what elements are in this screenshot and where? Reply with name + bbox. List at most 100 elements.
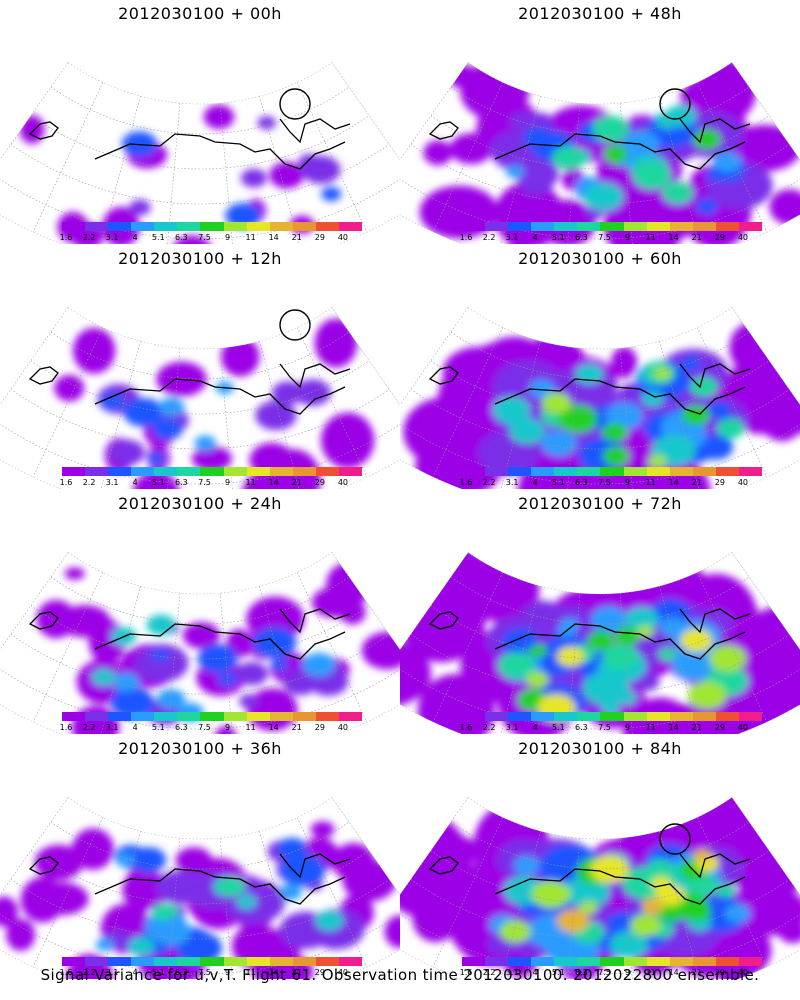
variance-area bbox=[400, 640, 432, 707]
colorbar-tick-label: 4 bbox=[532, 233, 538, 242]
target-circle bbox=[279, 88, 311, 120]
variance-map bbox=[0, 306, 400, 489]
colorbar-swatch bbox=[462, 957, 486, 966]
colorbar-tick-label: 2.2 bbox=[82, 233, 96, 242]
variance-area bbox=[314, 318, 358, 368]
colorbar-ticks: 1.6 2.2 3.1 4 5.1 6.3 7.5 9 11 14 21 29 40 bbox=[60, 478, 362, 489]
variance-area bbox=[556, 909, 589, 933]
panel-title: 2012030100 + 36h bbox=[118, 739, 282, 758]
variance-area bbox=[614, 626, 641, 646]
colorbar-tick-label: 9 bbox=[224, 968, 231, 977]
colorbar-tick-label: 5.1 bbox=[551, 723, 565, 732]
panel-title: 2012030100 + 00h bbox=[118, 4, 282, 23]
variance-area bbox=[127, 936, 155, 957]
variance-area bbox=[315, 910, 344, 931]
colorbar-ticks: 1.6 2.2 3.1 4 5.1 6.3 7.5 9 11 14 21 29 40 bbox=[459, 478, 762, 489]
variance-area bbox=[687, 681, 727, 710]
variance-area bbox=[492, 396, 531, 424]
colorbar-tick-label: 5.1 bbox=[151, 233, 165, 242]
colorbar-tick-label: 21 bbox=[291, 968, 302, 977]
colorbar-swatch bbox=[108, 222, 132, 231]
colorbar-tick-label: 1.6 bbox=[459, 478, 473, 487]
colorbar-ticks: 1.6 2.2 3.1 4 5.1 6.3 7.5 9 11 14 21 29 40 bbox=[60, 968, 362, 979]
colorbar-swatch bbox=[315, 222, 339, 231]
colorbar-swatch bbox=[646, 467, 670, 476]
colorbar-swatch bbox=[177, 222, 201, 231]
colorbar-swatch bbox=[269, 957, 293, 966]
colorbar-tick-label: 9 bbox=[624, 723, 631, 732]
colorbar-swatch bbox=[646, 957, 670, 966]
variance-area bbox=[301, 155, 341, 184]
colorbar-swatch bbox=[600, 957, 624, 966]
forecast-panel: 2012030100 + 84h 1.6 2.2 3.1 4 5.1 6.3 7.5 9 11 14… bbox=[400, 735, 800, 980]
colorbar-tick-label: 11 bbox=[245, 478, 256, 487]
forecast-panel: 2012030100 + 72h 1.6 2.2 3.1 4 5.1 6.3 7.5 9 11 14… bbox=[400, 490, 800, 735]
colorbar-tick-label: 21 bbox=[691, 478, 702, 487]
variance-area bbox=[659, 617, 687, 637]
colorbar-tick-label: 21 bbox=[291, 478, 302, 487]
colorbar-tick-label: 6.3 bbox=[175, 723, 188, 732]
variance-area bbox=[214, 725, 237, 734]
colorbar-swatch bbox=[554, 712, 578, 721]
variance-area bbox=[529, 644, 548, 658]
variance-area bbox=[689, 376, 718, 397]
variance-area bbox=[724, 904, 751, 923]
variance-area bbox=[641, 898, 664, 915]
colorbar-swatch bbox=[292, 712, 316, 721]
variance-area bbox=[423, 140, 453, 166]
colorbar-swatch bbox=[62, 467, 86, 476]
variance-area bbox=[152, 649, 170, 663]
colorbar-tick-label: 5.1 bbox=[151, 478, 165, 487]
colorbar-swatch bbox=[108, 467, 132, 476]
colorbar-swatch bbox=[577, 957, 601, 966]
colorbar-swatch bbox=[554, 957, 578, 966]
colorbar-tick-label: 5.1 bbox=[551, 478, 565, 487]
colorbar-tick-label: 1.6 bbox=[459, 723, 473, 732]
colorbar-ticks: 1.6 2.2 3.1 4 5.1 6.3 7.5 9 11 14 21 29 40 bbox=[60, 233, 362, 244]
variance-area bbox=[158, 397, 185, 417]
variance-area bbox=[525, 671, 549, 688]
variance-area bbox=[54, 374, 85, 402]
panel-title: 2012030100 + 48h bbox=[518, 4, 682, 23]
variance-area bbox=[509, 112, 535, 131]
colorbar-swatch bbox=[315, 712, 339, 721]
variance-area bbox=[270, 658, 288, 672]
variance-area bbox=[302, 652, 336, 677]
variance-area bbox=[239, 694, 259, 709]
variance-area bbox=[587, 630, 615, 650]
colorbar-swatch bbox=[485, 712, 509, 721]
panel-title: 2012030100 + 60h bbox=[518, 249, 682, 268]
variance-area bbox=[692, 129, 721, 150]
variance-area bbox=[445, 442, 481, 473]
colorbar-swatch bbox=[462, 222, 486, 231]
colorbar-swatch bbox=[292, 957, 316, 966]
variance-area bbox=[151, 917, 192, 946]
colorbar-tick-label: 4 bbox=[532, 723, 538, 732]
colorbar-tick-label: 29 bbox=[714, 233, 725, 242]
panel-title: 2012030100 + 84h bbox=[518, 739, 682, 758]
colorbar-swatch bbox=[669, 712, 693, 721]
variance-area bbox=[151, 903, 176, 921]
variance-area bbox=[551, 145, 586, 170]
variance-area bbox=[526, 112, 554, 132]
colorbar-tick-label: 14 bbox=[268, 723, 279, 732]
variance-area bbox=[505, 164, 525, 179]
variance-area bbox=[494, 181, 564, 244]
target-circle bbox=[659, 823, 691, 855]
variance-area bbox=[671, 646, 721, 682]
colorbar-swatch bbox=[577, 467, 601, 476]
colorbar-tick-label: 3.1 bbox=[105, 723, 119, 732]
colorbar-tick-label: 9 bbox=[624, 233, 631, 242]
variance-area bbox=[279, 883, 302, 901]
variance-area bbox=[400, 556, 487, 663]
colorbar-ticks: 1.6 2.2 3.1 4 5.1 6.3 7.5 9 11 14 21 29 40 bbox=[60, 723, 362, 734]
colorbar-tick-label: 21 bbox=[691, 723, 702, 732]
colorbar-tick-label: 3.1 bbox=[505, 968, 519, 977]
colorbar-swatch bbox=[715, 957, 739, 966]
variance-area bbox=[695, 198, 718, 215]
colorbar-swatch bbox=[531, 467, 555, 476]
colorbar-tick-label: 3.1 bbox=[105, 233, 119, 242]
variance-area bbox=[602, 643, 639, 670]
variance-area bbox=[257, 116, 277, 130]
colorbar-tick-label: 7.5 bbox=[598, 968, 611, 977]
